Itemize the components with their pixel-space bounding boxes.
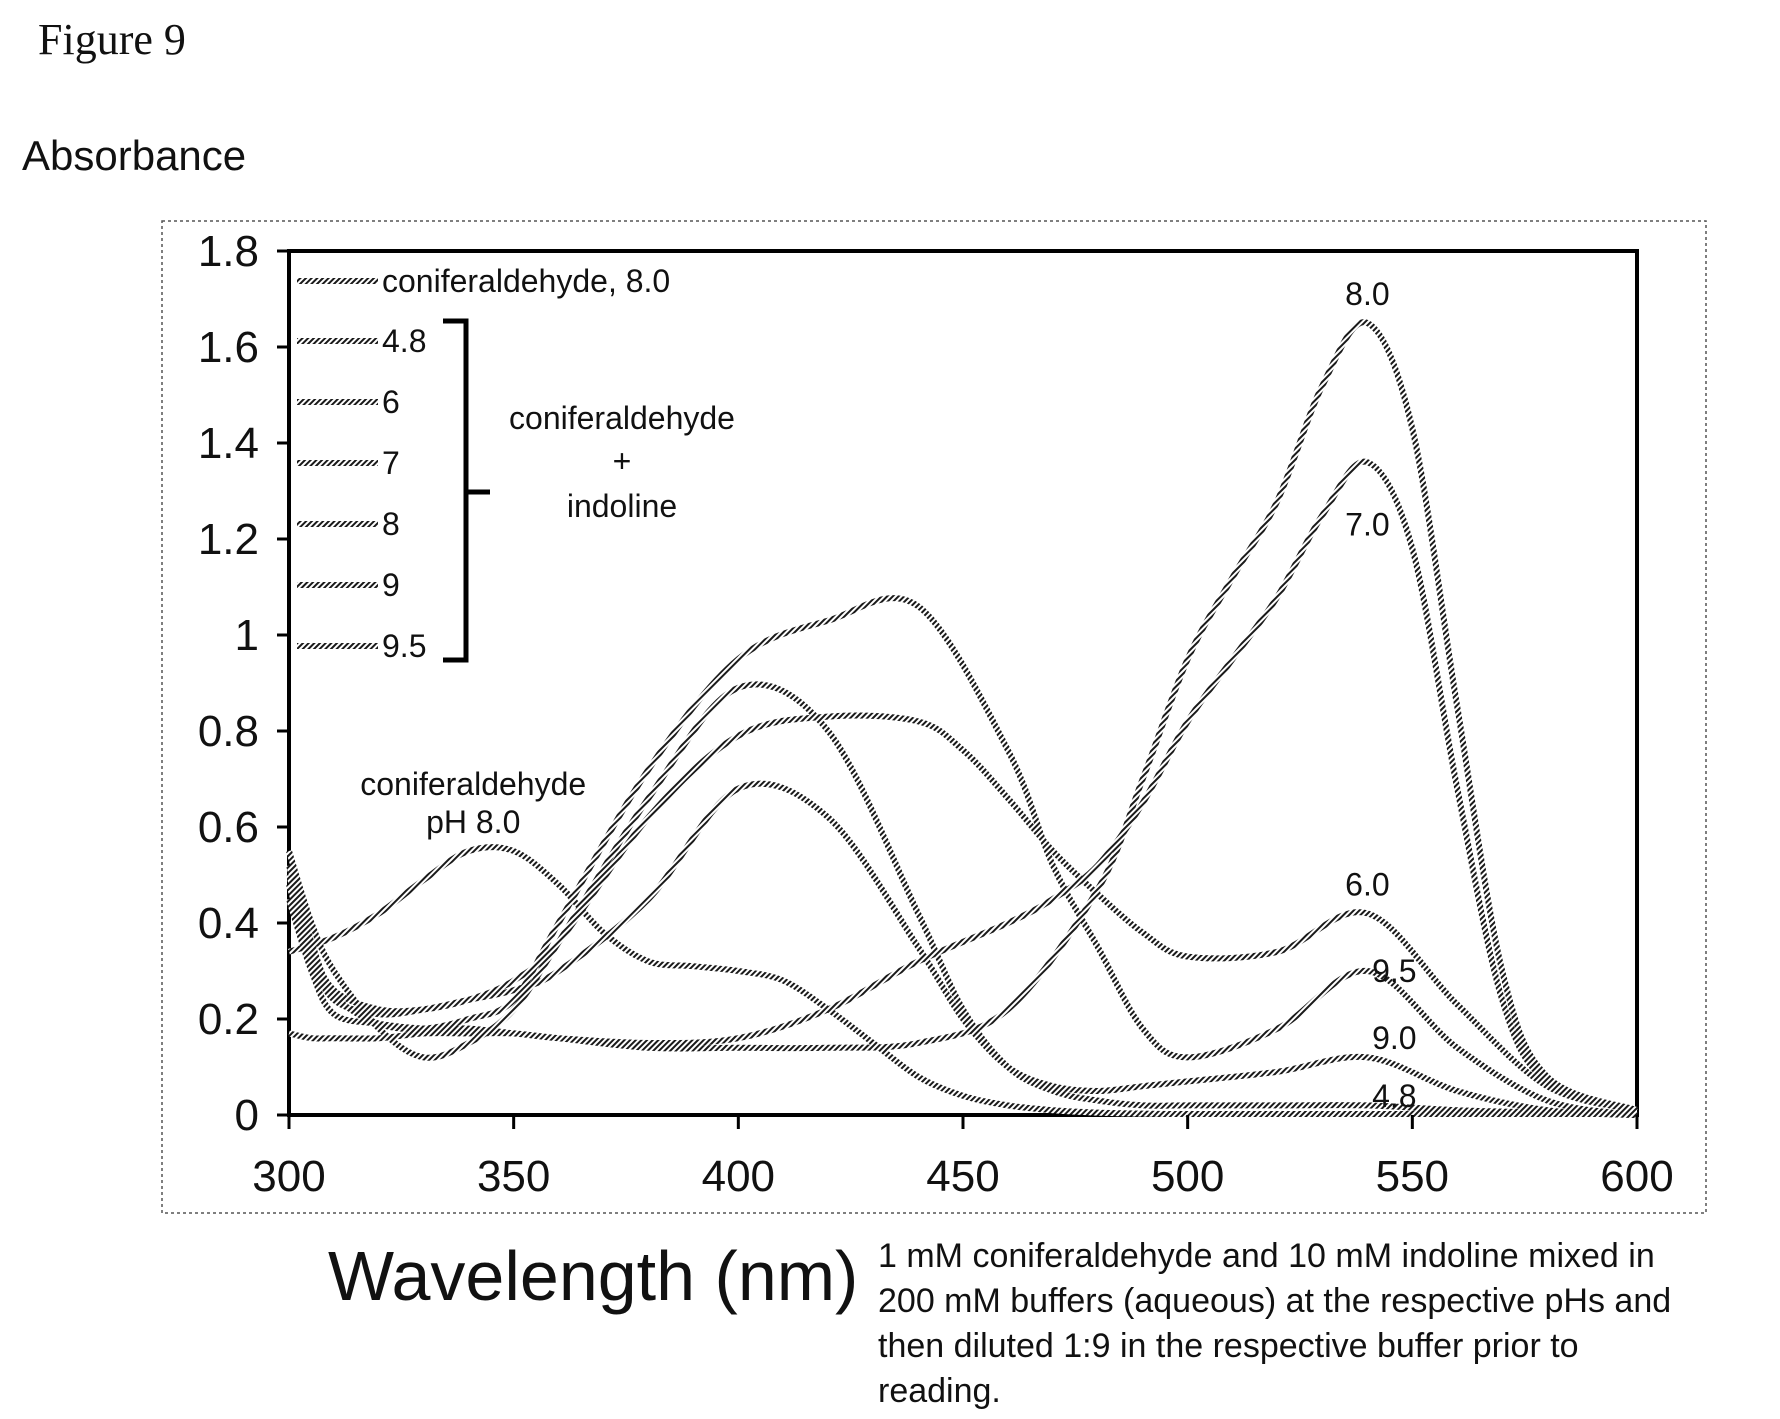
annotation-ph-8-0: pH 8.0 [426, 804, 520, 840]
annotation-coniferaldehyde: coniferaldehyde [360, 766, 586, 802]
legend-group-label-0: coniferaldehyde [509, 400, 735, 436]
y-tick-label: 0.6 [198, 803, 259, 852]
x-tick-label: 550 [1376, 1152, 1449, 1201]
y-tick-label: 1.6 [198, 323, 259, 372]
annotation-7-0: 7.0 [1345, 507, 1389, 543]
caption-line-2: 200 mM buffers (aqueous) at the respecti… [878, 1282, 1672, 1320]
annotation-6-0: 6.0 [1345, 867, 1389, 903]
legend-label-coniferaldehyde-8-0: coniferaldehyde, 8.0 [382, 263, 670, 299]
x-axis: 300 350 400 450 500 550 600 [252, 1115, 1674, 1201]
series-line-4-8 [286, 681, 1638, 1118]
caption-line-3: then diluted 1:9 in the respective buffe… [878, 1327, 1579, 1365]
annotation-8-0: 8.0 [1345, 276, 1389, 312]
figure-caption: 1 mM coniferaldehyde and 10 mM indoline … [878, 1234, 1778, 1414]
x-tick-label: 350 [477, 1152, 550, 1201]
x-tick-label: 500 [1151, 1152, 1224, 1201]
x-axis-title: Wavelength (nm) [328, 1237, 859, 1315]
series-line-7 [288, 458, 1638, 1114]
x-tick-label: 600 [1600, 1152, 1673, 1201]
series-line-coniferaldehyde-8-0 [288, 844, 1637, 1118]
annotation-9-5: 9.5 [1372, 953, 1416, 989]
y-tick-label: 0.2 [198, 995, 259, 1044]
caption-line-4: reading. [878, 1372, 1001, 1410]
legend-label-4-8: 4.8 [382, 323, 426, 359]
legend-label-7: 7 [382, 445, 400, 481]
plot-border [287, 249, 1639, 1117]
series-layer [286, 319, 1639, 1118]
figure-label: Figure 9 [38, 15, 186, 64]
y-tick-label: 1.8 [198, 227, 259, 276]
y-tick-label: 0.8 [198, 707, 259, 756]
series-line-9-5 [286, 595, 1638, 1118]
series-line-9 [286, 780, 1638, 1118]
legend: coniferaldehyde, 8.0 4.8 6 7 8 9 9.5 coniferald… [297, 263, 735, 664]
x-tick-label: 300 [252, 1152, 325, 1201]
legend-label-8: 8 [382, 506, 400, 542]
legend-label-9-5: 9.5 [382, 628, 426, 664]
x-tick-label: 450 [926, 1152, 999, 1201]
legend-label-6: 6 [382, 384, 400, 420]
y-tick-label: 1.2 [198, 515, 259, 564]
legend-group-label-1: + [613, 443, 632, 479]
chart-frame [161, 220, 1707, 1214]
annotation-4-8: 4.8 [1372, 1078, 1416, 1114]
x-tick-label: 400 [702, 1152, 775, 1201]
y-tick-label: 1.4 [198, 419, 259, 468]
y-tick-label: 0.4 [198, 899, 259, 948]
legend-bracket [443, 318, 490, 663]
caption-line-1: 1 mM coniferaldehyde and 10 mM indoline … [878, 1237, 1655, 1275]
annotation-9-0: 9.0 [1372, 1020, 1416, 1056]
legend-label-9: 9 [382, 567, 400, 603]
y-axis-title: Absorbance [22, 132, 247, 179]
y-tick-label: 1 [235, 611, 259, 660]
series-line-8 [286, 319, 1639, 1114]
legend-group-label-2: indoline [567, 488, 677, 524]
plot-area: 300 350 400 450 500 550 600 0 0.2 0.4 0.6 0.8 1 1.2 1… [198, 227, 1674, 1201]
y-tick-label: 0 [235, 1091, 259, 1140]
y-axis: 0 0.2 0.4 0.6 0.8 1 1.2 1.4 1.6 1.8 [198, 227, 289, 1140]
